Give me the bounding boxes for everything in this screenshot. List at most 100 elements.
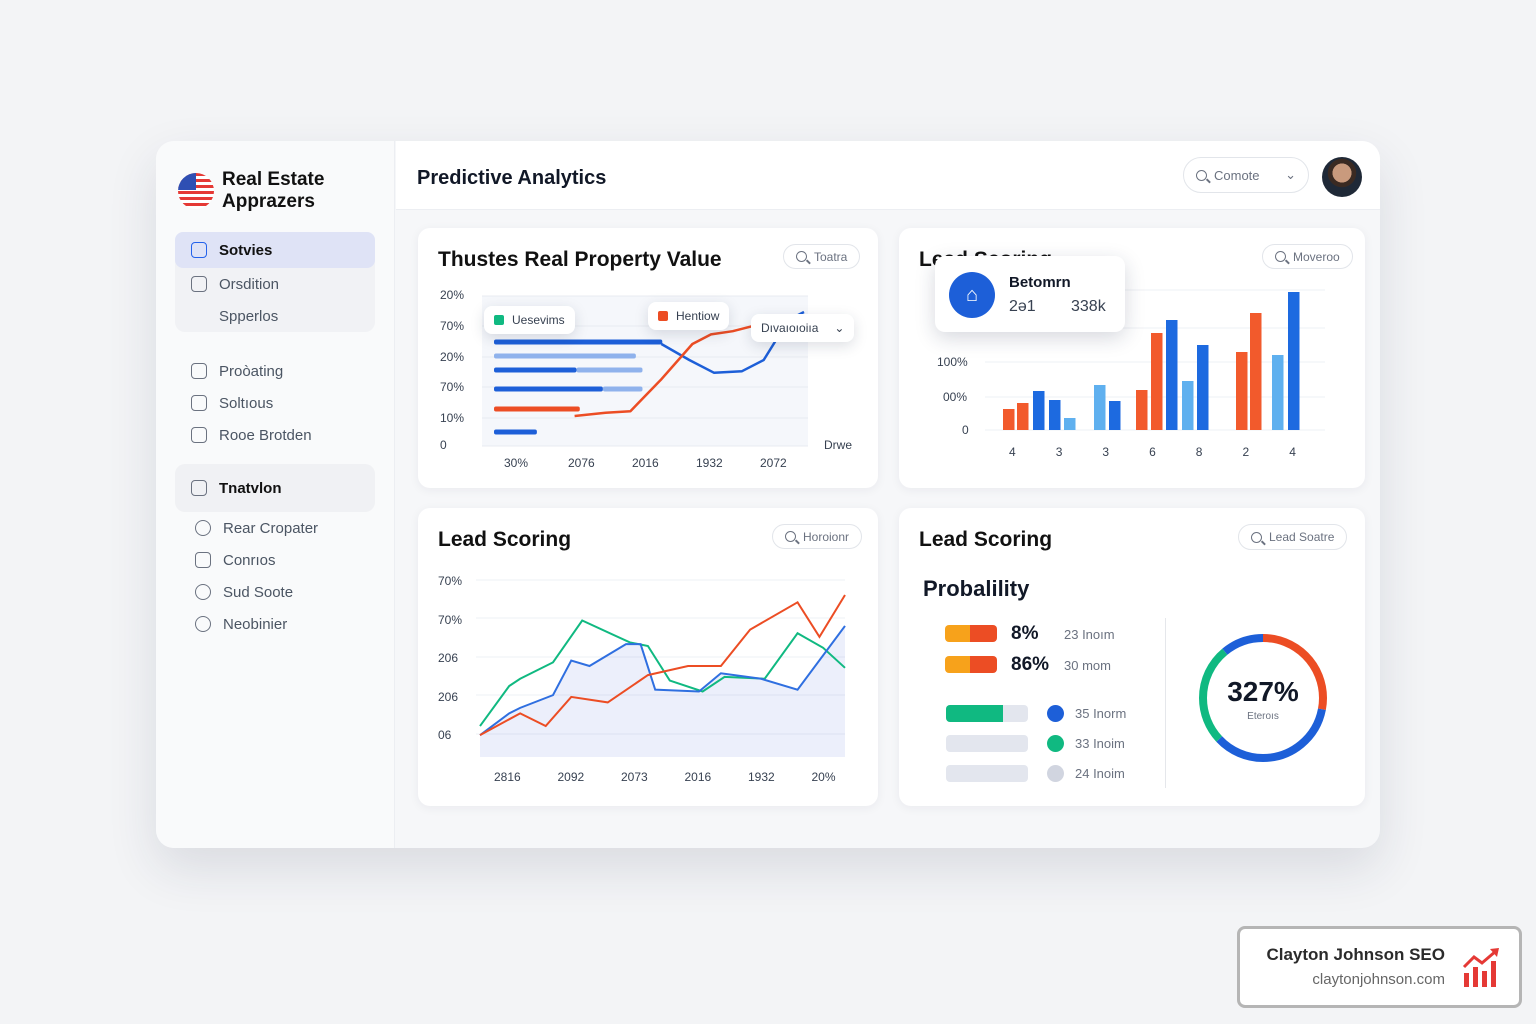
- axis-tick-label: 00%: [943, 390, 968, 404]
- legend-label: 35 Inorm: [1075, 706, 1127, 721]
- axis-tick-label: 206: [438, 651, 459, 665]
- axis-tick-label: 4: [1289, 445, 1296, 459]
- legend-progress-bar: [946, 735, 1028, 752]
- sidebar-item-label: Sotvies: [219, 241, 273, 259]
- filter-button[interactable]: Moveroo: [1262, 244, 1353, 269]
- sidebar-item-label: Rooe Brotden: [219, 426, 312, 444]
- bar: [1288, 292, 1300, 430]
- filter-button[interactable]: Lead Soatre: [1238, 524, 1348, 550]
- sidebar-item-label: Conrıos: [223, 551, 276, 569]
- sidebar-item-conrios[interactable]: Conrıos: [175, 544, 375, 576]
- sidebar-item-label: Proòating: [219, 362, 284, 380]
- axis-tick-label: 6: [1149, 445, 1156, 459]
- legend-swatch: [658, 311, 668, 321]
- sidebar-group-1: Sotvies Orsdition Spperlos: [175, 232, 375, 332]
- chevron-down-icon: ⌄: [834, 321, 845, 335]
- legend-progress-bar: [946, 765, 1028, 782]
- sidebar-item-neobinier[interactable]: Neobinier: [175, 608, 375, 640]
- chevron-down-icon: ⌄: [1285, 167, 1296, 182]
- brand-line-2: Apprazers: [222, 191, 315, 212]
- lead-scoring-line-chart: [476, 579, 846, 757]
- axis-tick-label: 20%: [440, 350, 465, 364]
- card-title: Thustes Real Property Value: [438, 248, 722, 271]
- horizontal-bar: [494, 406, 580, 412]
- probability-note: 30 mom: [1064, 658, 1111, 673]
- bar: [1033, 391, 1045, 430]
- series-line: [479, 625, 846, 736]
- probability-value: 86%: [1011, 654, 1050, 675]
- property-value-card: Thustes Real Property Value Toatra 20% 70…: [418, 228, 878, 488]
- axis-tick-label: 20%: [811, 770, 836, 784]
- sidebar-item-rear-cropater[interactable]: Rear Cropater: [175, 512, 375, 544]
- axis-tick-label: 1932: [748, 770, 775, 784]
- check-icon: [191, 395, 207, 411]
- brand: Real Estate Apprazers: [178, 169, 324, 213]
- sidebar-item-spperlos[interactable]: Spperlos: [175, 300, 375, 332]
- legend-tooltip-green: Uesevims: [484, 306, 575, 334]
- horizontal-bar: [602, 386, 643, 392]
- axis-tick-label: 2076: [568, 456, 595, 470]
- axis-tick-label: 8: [1195, 445, 1203, 459]
- series-line: [479, 594, 846, 737]
- popup-value-a: 2ə1: [1009, 298, 1036, 315]
- axis-tick-label: 20%: [440, 288, 465, 302]
- donut-value: 327%: [1227, 676, 1299, 707]
- bar: [1250, 313, 1262, 430]
- filter-label: Horoionr: [803, 529, 850, 544]
- message-icon: [191, 427, 207, 443]
- sidebar-item-orsdition[interactable]: Orsdition: [175, 268, 375, 300]
- probability-value: 8%: [1011, 623, 1039, 644]
- axis-tick-label: 3: [1102, 445, 1110, 459]
- stat-popup: ⌂ Betomrn 2ə1 338k: [935, 256, 1125, 332]
- circle-icon: [195, 520, 211, 536]
- axis-tick-label: 100%: [937, 355, 968, 369]
- card-title: Lead Scoring: [919, 528, 1053, 551]
- search-dropdown[interactable]: Comote ⌄: [1183, 157, 1309, 193]
- sidebar: Real Estate Apprazers Sotvies Orsdition S…: [156, 141, 395, 848]
- popup-value-b: 338k: [1071, 298, 1106, 315]
- watermark-name: Clayton Johnson SEO: [1266, 945, 1445, 964]
- filter-button[interactable]: Toatra: [783, 244, 861, 269]
- user-avatar[interactable]: [1322, 157, 1362, 197]
- axis-tick-label: 70%: [438, 612, 463, 627]
- watermark-url: claytonjohnson.com: [1312, 971, 1445, 988]
- bar: [1094, 385, 1106, 430]
- info-icon: [195, 584, 211, 600]
- legend-dot: [1047, 765, 1064, 782]
- axis-tick-label: 2092: [557, 770, 585, 784]
- property-value-chart: [482, 295, 808, 447]
- sidebar-item-label: Neobinier: [223, 615, 288, 633]
- series-dropdown[interactable]: Dıvaıoıoiıa ⌄: [751, 314, 855, 342]
- search-icon: [796, 251, 807, 262]
- sidebar-item-prooating[interactable]: Proòating: [175, 355, 375, 387]
- bar: [1151, 333, 1163, 430]
- divider: [1165, 618, 1166, 788]
- bar: [1049, 400, 1061, 430]
- horizontal-bar: [494, 367, 577, 373]
- check-icon: [191, 276, 207, 292]
- axis-tick-label: 2016: [632, 456, 659, 470]
- legend-label: 33 Inoim: [1075, 736, 1125, 751]
- axis-tick-label: 1932: [696, 456, 723, 470]
- axis-tick-label: 70%: [440, 319, 465, 333]
- bar: [1272, 355, 1284, 430]
- axis-tick-label: 70%: [438, 574, 463, 588]
- axis-tick-label: 30%: [504, 456, 529, 470]
- sidebar-item-tnatvlon[interactable]: Tnatvlon: [175, 464, 375, 512]
- axis-tick-label: 2072: [760, 456, 787, 470]
- horizontal-bar: [494, 429, 537, 435]
- legend-tooltip-orange: Hentiow: [648, 302, 730, 330]
- probability-note: 23 Inoım: [1064, 627, 1115, 642]
- progress-fill: [946, 705, 1004, 722]
- sidebar-item-rooe-brotden[interactable]: Rooe Brotden: [175, 419, 375, 451]
- filter-button[interactable]: Horoionr: [772, 524, 863, 549]
- donut-chart: [1199, 634, 1327, 762]
- sidebar-item-soltious[interactable]: Soltıous: [175, 387, 375, 419]
- sidebar-item-sud-soote[interactable]: Sud Soote: [175, 576, 375, 608]
- sidebar-item-sotvies[interactable]: Sotvies: [175, 232, 375, 268]
- bar: [1136, 390, 1148, 430]
- lead-scoring-line-card: Lead Scoring Horoionr 70% 70% 206 206 06 2816…: [418, 508, 878, 806]
- popup-title: Betomrn: [1009, 274, 1071, 291]
- axis-tick-label: 10%: [440, 411, 465, 425]
- axis-tick-label: 2816: [494, 770, 521, 784]
